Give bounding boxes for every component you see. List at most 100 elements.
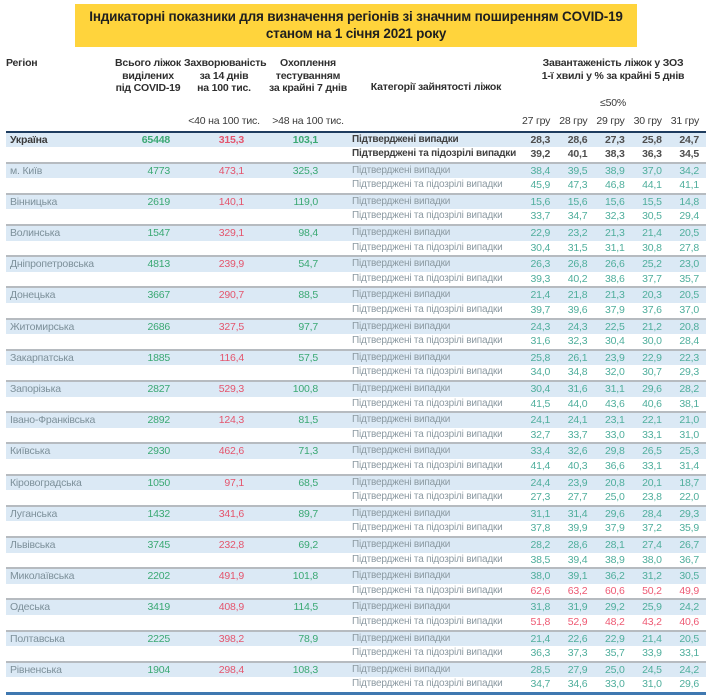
occupancy-value: 51,8 — [530, 615, 551, 628]
empty-cell — [112, 428, 184, 443]
category-label-confirmed: Підтверджені випадки — [352, 601, 451, 613]
occupancy-value: 25,3 — [679, 445, 699, 458]
occupancy-value: 37,6 — [642, 304, 662, 317]
region-group: Івано-Франківська 2892 124,3 81,5 Підтвердже… — [6, 411, 706, 443]
testing-value: 98,4 — [298, 227, 318, 240]
occupancy-value: 29,3 — [679, 366, 699, 379]
occupancy-value: 23,0 — [679, 258, 699, 271]
region-name: Волинська — [10, 227, 60, 240]
occupancy-value: 27,3 — [604, 133, 625, 146]
table-row-confirmed-suspected: Підтверджені та підозрілі випадки 62,6 63,… — [6, 583, 706, 599]
region-name: Рівненська — [10, 663, 62, 676]
empty-cell — [6, 677, 112, 692]
occupancy-value: 25,8 — [530, 351, 551, 364]
occupancy-value: 22,6 — [567, 632, 588, 645]
occupancy-value: 37,0 — [679, 304, 699, 317]
beds-value: 3667 — [147, 289, 170, 302]
occupancy-value: 37,9 — [604, 522, 625, 535]
occupancy-value: 30,5 — [679, 570, 699, 583]
category-label-confirmed: Підтверджені випадки — [352, 414, 451, 426]
testing-value: 89,7 — [298, 507, 318, 520]
occupancy-value: 22,0 — [679, 491, 699, 504]
occupancy-value: 37,3 — [567, 647, 588, 660]
occupancy-value: 38,4 — [530, 164, 551, 177]
occupancy-value: 39,9 — [567, 522, 588, 535]
empty-cell — [112, 303, 184, 318]
testing-value: 78,9 — [298, 632, 318, 645]
occupancy-value: 36,3 — [642, 148, 662, 161]
occupancy-value: 20,3 — [642, 289, 662, 302]
empty-cell — [184, 241, 264, 256]
occupancy-value: 29,4 — [679, 210, 699, 223]
testing-value: 88,5 — [298, 289, 318, 302]
occupancy-value: 28,2 — [530, 538, 551, 551]
occupancy-value: 37,9 — [604, 304, 625, 317]
region-name: Донецька — [10, 289, 56, 302]
occupancy-value: 32,0 — [604, 366, 625, 379]
beds-value: 4813 — [147, 258, 170, 271]
table-row-confirmed: Донецька 3667 290,7 88,5 Підтверджені випадк… — [6, 286, 706, 304]
testing-value: 68,5 — [298, 476, 318, 489]
empty-cell — [112, 677, 184, 692]
occupancy-value: 36,3 — [530, 647, 551, 660]
table-row-confirmed-suspected: Підтверджені та підозрілі випадки 51,8 52,… — [6, 614, 706, 630]
table-row-confirmed-suspected: Підтверджені та підозрілі випадки 33,7 34,… — [6, 209, 706, 225]
date-header: 29 гру — [596, 114, 625, 127]
incidence-value: 408,9 — [218, 601, 244, 614]
region-group: Україна 65448 315,3 103,1 Підтверджені випад… — [6, 132, 706, 162]
table-row-confirmed: Волинська 1547 329,1 98,4 Підтверджені випад… — [6, 224, 706, 241]
empty-cell — [184, 584, 264, 599]
region-group: Полтавська 2225 398,2 78,9 Підтверджені випа… — [6, 629, 706, 661]
region-name: м. Київ — [10, 164, 43, 177]
empty-cell — [6, 178, 112, 193]
occupancy-value: 21,3 — [604, 289, 625, 302]
category-label-suspected: Підтверджені та підозрілі випадки — [352, 335, 503, 347]
empty-cell — [112, 147, 184, 162]
region-group: Донецька 3667 290,7 88,5 Підтверджені випадк… — [6, 286, 706, 318]
occupancy-value: 31,1 — [604, 241, 625, 254]
empty-cell — [264, 521, 352, 536]
category-label-confirmed: Підтверджені випадки — [352, 164, 451, 176]
region-name: Полтавська — [10, 632, 65, 645]
region-group: Дніпропетровська 4813 239,9 54,7 Підтверджен… — [6, 255, 706, 287]
occupancy-value: 37,8 — [530, 522, 551, 535]
empty-cell — [184, 303, 264, 318]
occupancy-value: 30,5 — [642, 210, 662, 223]
table-row-confirmed-suspected: Підтверджені та підозрілі випадки 34,7 34,… — [6, 677, 706, 692]
occupancy-value: 21,3 — [604, 227, 625, 240]
incidence-value: 116,4 — [219, 351, 245, 364]
beds-value: 2686 — [147, 320, 170, 333]
region-group: Житомирська 2686 327,5 97,7 Підтверджені вип… — [6, 317, 706, 349]
testing-value: 81,5 — [298, 414, 318, 427]
category-label-suspected: Підтверджені та підозрілі випадки — [352, 304, 503, 316]
occupancy-value: 29,3 — [679, 507, 699, 520]
occupancy-value: 14,8 — [679, 195, 699, 208]
occupancy-value: 20,5 — [679, 227, 699, 240]
category-label-suspected: Підтверджені та підозрілі випадки — [352, 428, 503, 440]
testing-value: 57,5 — [298, 351, 318, 364]
table-row-confirmed: Івано-Франківська 2892 124,3 81,5 Підтвердже… — [6, 411, 706, 428]
region-name: Київська — [10, 445, 51, 458]
empty-cell — [6, 209, 112, 224]
occupancy-value: 33,1 — [642, 428, 662, 441]
empty-cell — [264, 490, 352, 505]
table-row-confirmed-suspected: Підтверджені та підозрілі випадки 34,0 34,… — [6, 365, 706, 380]
empty-cell — [184, 553, 264, 568]
occupancy-value: 15,5 — [642, 195, 662, 208]
category-label-suspected: Підтверджені та підозрілі випадки — [352, 491, 503, 503]
region-name: Луганська — [10, 507, 58, 520]
incidence-value: 491,9 — [218, 570, 244, 583]
occupancy-value: 22,9 — [530, 227, 551, 240]
empty-cell — [6, 272, 112, 287]
incidence-value: 327,5 — [218, 320, 244, 333]
title-highlight-band: Індикаторні показники для визначення рег… — [75, 4, 637, 47]
region-group: м. Київ 4773 473,1 325,3 Підтверджені випадк… — [6, 161, 706, 193]
indicators-table: Регіон Всього ліжок виділених під COVID-… — [6, 53, 706, 695]
table-row-confirmed: Одеська 3419 408,9 114,5 Підтверджені випадк… — [6, 598, 706, 615]
beds-value: 2930 — [147, 445, 170, 458]
table-row-confirmed-suspected: Підтверджені та підозрілі випадки 41,5 44,… — [6, 396, 706, 412]
occupancy-value: 25,0 — [604, 663, 625, 676]
occupancy-value: 25,8 — [642, 133, 662, 146]
occupancy-value: 26,7 — [679, 538, 699, 551]
empty-cell — [112, 615, 184, 630]
